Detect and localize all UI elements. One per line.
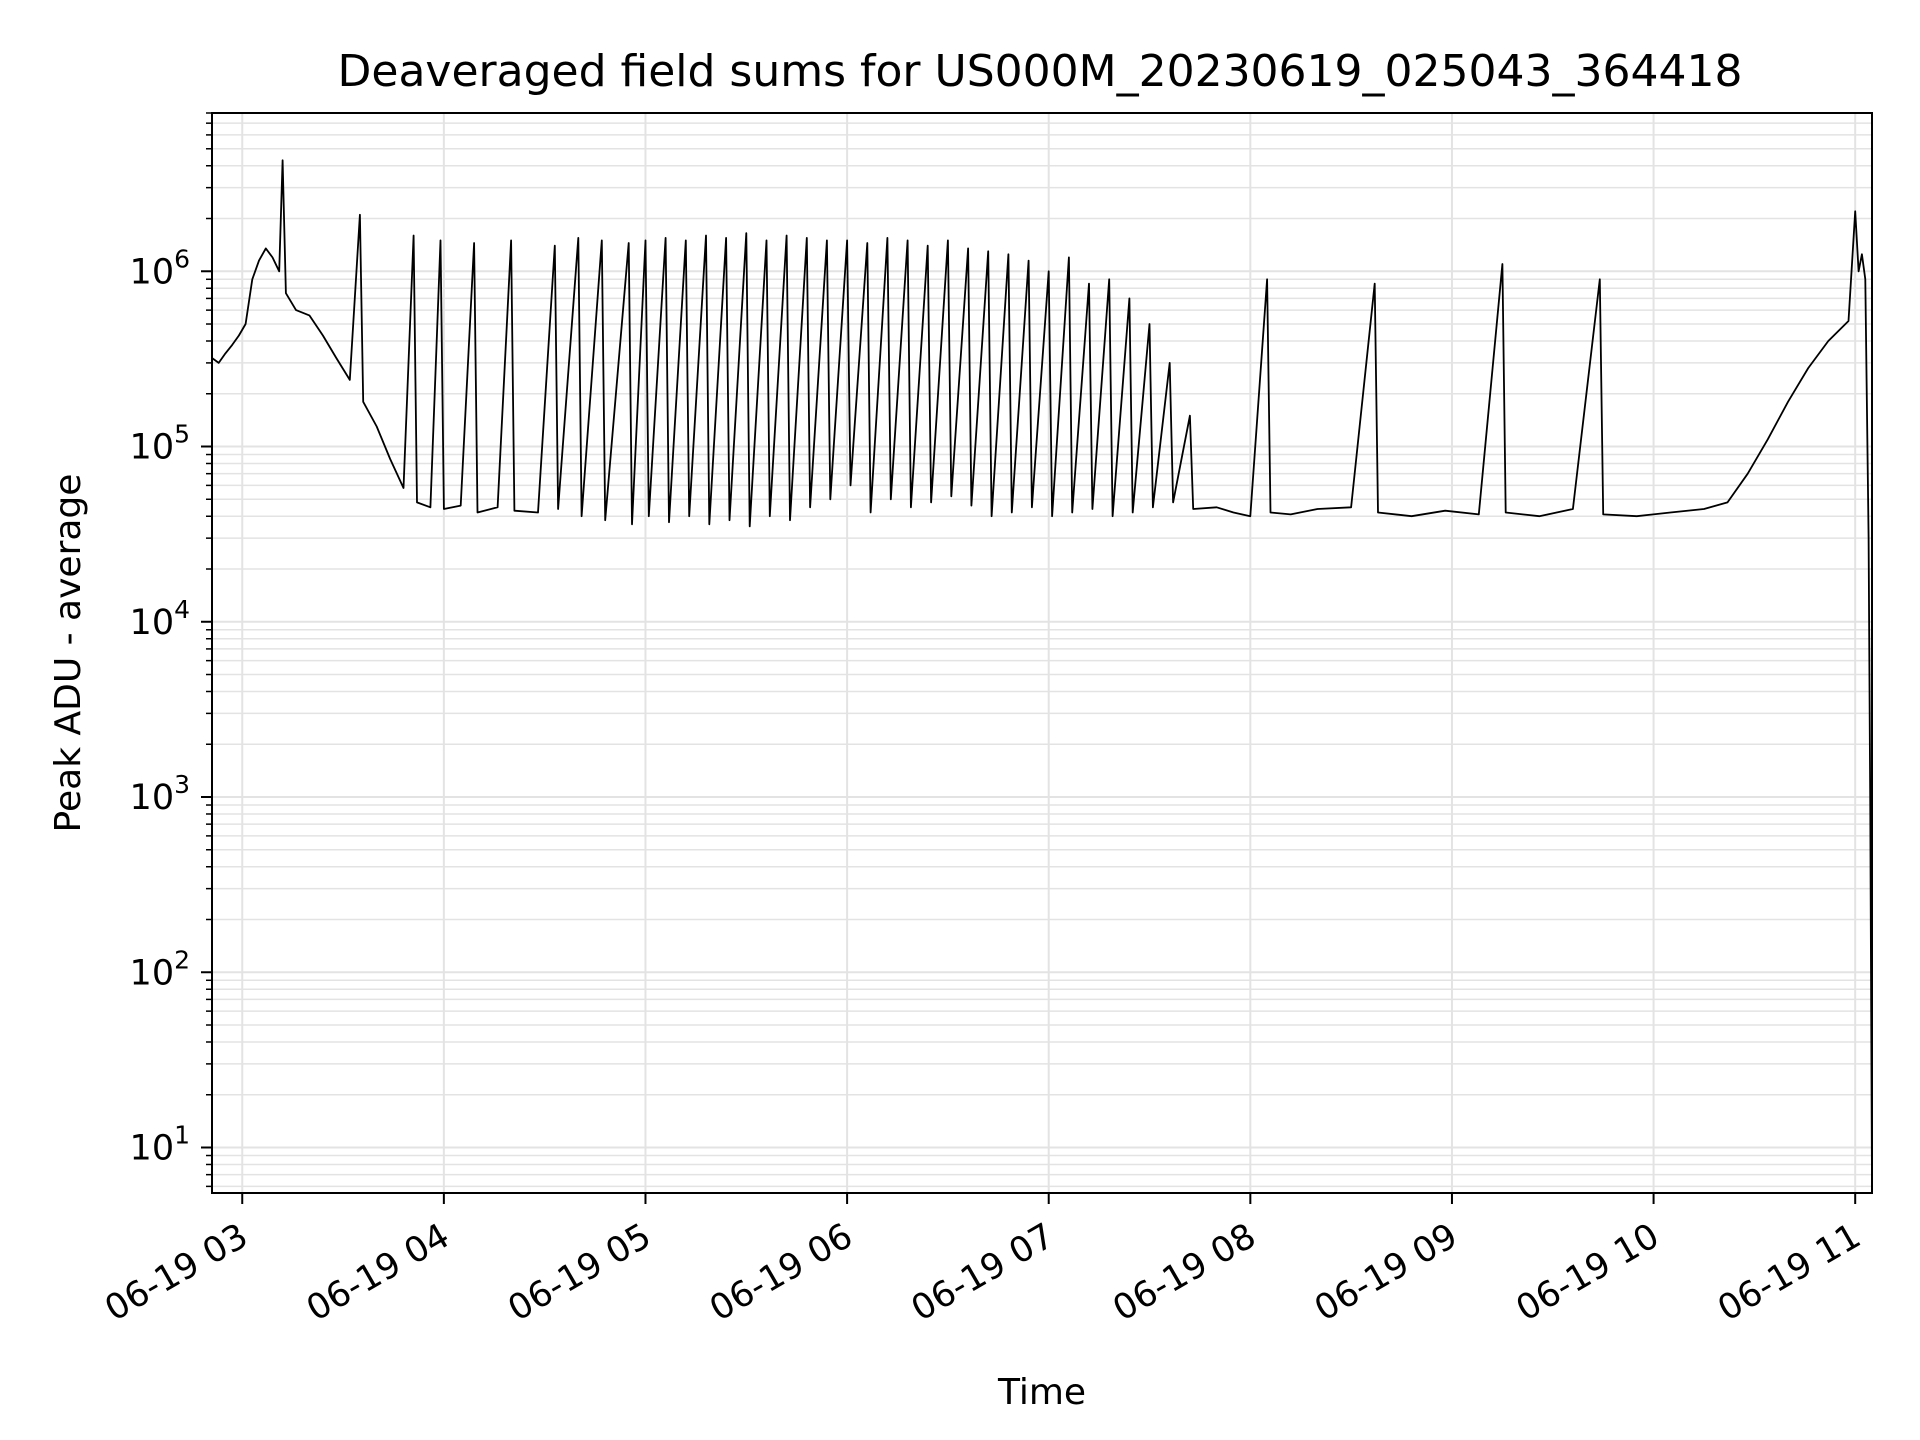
grid [212, 112, 1872, 1193]
y-tick-label: 102 [130, 945, 190, 993]
y-axis-label: Peak ADU - average [48, 474, 89, 833]
x-axis-label: Time [997, 1372, 1086, 1413]
chart-title: Deaveraged field sums for US000M_2023061… [338, 46, 1743, 97]
series-line [211, 159, 1873, 1187]
y-tick-label: 106 [130, 244, 190, 292]
y-tick-label: 101 [130, 1120, 190, 1168]
y-tick-label: 104 [130, 595, 190, 643]
y-tick-label: 103 [130, 770, 190, 818]
y-axis: 101 102 103 104 105 106 [130, 112, 212, 1188]
series [211, 159, 1873, 1187]
y-tick-label: 105 [130, 420, 190, 468]
plot-frame [211, 112, 1873, 1194]
